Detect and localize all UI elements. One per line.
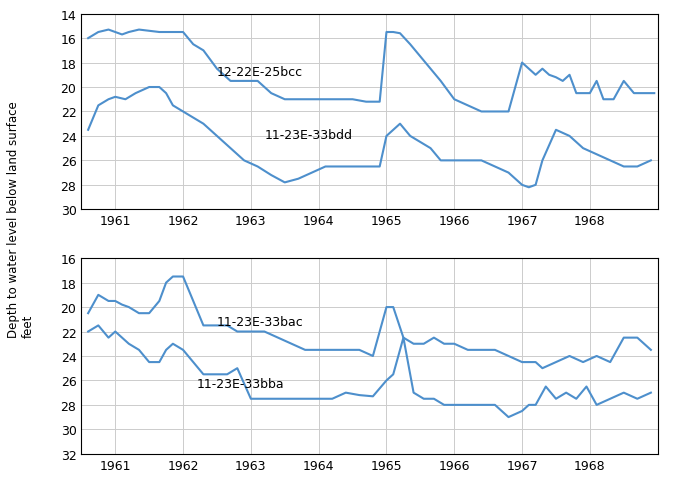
Text: 11-23E-33bba: 11-23E-33bba [197,377,284,390]
Text: Depth to water level below land surface
feet: Depth to water level below land surface … [7,102,35,338]
Text: 11-23E-33bdd: 11-23E-33bdd [264,129,353,142]
Text: 12-22E-25bcc: 12-22E-25bcc [217,66,303,79]
Text: 11-23E-33bac: 11-23E-33bac [217,316,304,329]
